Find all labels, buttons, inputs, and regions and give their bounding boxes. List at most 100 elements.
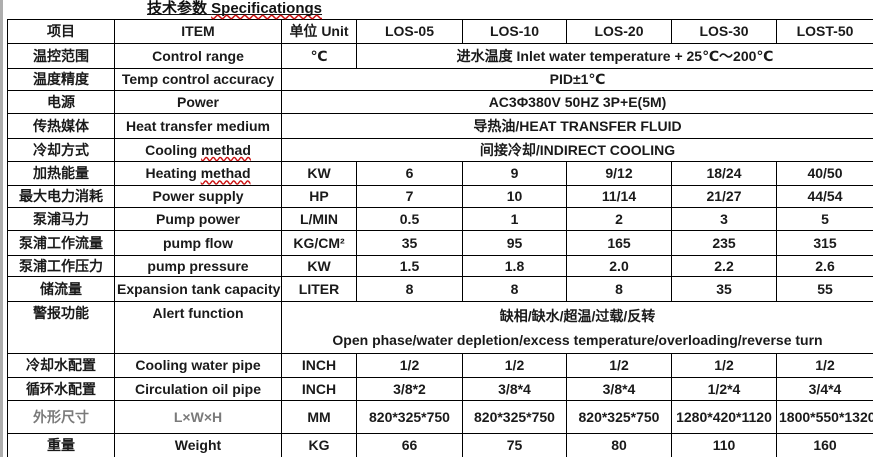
value-cell: 2 [566,207,672,231]
value-cell: 160 [776,433,873,457]
col-header-item-zh: 项目 [7,19,115,44]
value-cell: 3 [671,207,777,231]
value-cell: 0.5 [356,207,463,231]
row-heating: 加热能量 Heating methad KW 6 9 9/12 18/24 40… [7,161,873,186]
value-cell: 1/2 [356,353,463,378]
row-label-en: Control range [114,43,282,69]
value-cell: 110 [671,433,777,457]
value-cell: 3/8*4 [566,377,672,401]
value-cell: 2.6 [776,255,873,277]
value-cell: 1/2 [776,353,873,378]
row-label-en: Power supply [114,185,282,208]
row-label-en: Heat transfer medium [114,113,282,139]
value-cell: 820*325*750 [566,400,672,434]
value-cell: 35 [671,276,777,302]
row-label-zh: 传热媒体 [7,113,115,139]
row-label-zh: 加热能量 [7,161,115,186]
value-cell: 1.5 [356,255,463,277]
left-edge-strip [0,0,3,457]
value-cell: 3/4*4 [776,377,873,401]
unit-cell: ℃ [281,43,357,69]
row-alert-function: 警报功能 Alert function 缺相/缺水/超温/过载/反转 Open … [7,301,873,354]
value-cell: 3/8*4 [462,377,567,401]
unit-cell: L/MIN [281,207,357,231]
alert-line-zh: 缺相/缺水/超温/过载/反转 [499,307,656,324]
value-cell: 9 [462,161,567,186]
col-header-model: LOS-30 [671,19,777,44]
merged-value-cell: PID±1℃ [281,68,873,91]
row-label-en: Power [114,90,282,114]
unit-cell: KW [281,255,357,277]
value-cell: 9/12 [566,161,672,186]
value-cell: 1.8 [462,255,567,277]
value-cell: 35 [356,230,463,256]
col-header-model: LOS-20 [566,19,672,44]
row-label-zh: 温控范围 [7,43,115,69]
unit-cell: KG [281,433,357,457]
row-pump-pressure: 泵浦工作压力 pump pressure KW 1.5 1.8 2.0 2.2 … [7,255,873,277]
row-label-zh: 外形尺寸 [7,400,115,434]
row-pump-power: 泵浦马力 Pump power L/MIN 0.5 1 2 3 5 [7,207,873,231]
value-cell: 1/2 [462,353,567,378]
unit-cell: KW [281,161,357,186]
value-cell: 10 [462,185,567,208]
page-title: 技术参数 Specificationgs [7,0,462,19]
row-control-range: 温控范围 Control range ℃ 进水温度 Inlet water te… [7,43,873,69]
title-en-misspelled: Specificationgs [211,0,323,17]
value-cell: 44/54 [776,185,873,208]
row-label-zh: 储流量 [7,276,115,302]
row-label-zh: 最大电力消耗 [7,185,115,208]
value-cell: 66 [356,433,463,457]
alert-line-en: Open phase/water depletion/excess temper… [332,331,823,348]
value-cell: 18/24 [671,161,777,186]
value-cell: 315 [776,230,873,256]
value-cell: 1 [462,207,567,231]
row-label-zh: 循环水配置 [7,377,115,401]
value-cell: 1280*420*1120 [671,400,777,434]
value-cell: 75 [462,433,567,457]
value-cell: 165 [566,230,672,256]
row-label-zh: 重量 [7,433,115,457]
row-tank-capacity: 储流量 Expansion tank capacity LITER 8 8 8 … [7,276,873,302]
row-label-zh: 电源 [7,90,115,114]
row-power: 电源 Power AC3Φ380V 50HZ 3P+E(5M) [7,90,873,114]
row-label-zh: 警报功能 [7,301,115,354]
merged-value-cell: AC3Φ380V 50HZ 3P+E(5M) [281,90,873,114]
page-title-text: 技术参数 Specificationgs [147,0,322,17]
row-dimensions: 外形尺寸 L×W×H MM 820*325*750 820*325*750 82… [7,400,873,434]
row-accuracy: 温度精度 Temp control accuracy PID±1℃ [7,68,873,91]
row-label-en: Pump power [114,207,282,231]
row-label-en: Weight [114,433,282,457]
row-cooling-pipe: 冷却水配置 Cooling water pipe INCH 1/2 1/2 1/… [7,353,873,378]
value-cell: 1800*550*1320 [776,400,873,434]
merged-value-cell: 间接冷却/INDIRECT COOLING [281,138,873,162]
row-label-en: Heating methad [114,161,282,186]
value-cell: 5 [776,207,873,231]
value-cell: 1/2 [671,353,777,378]
value-cell: 235 [671,230,777,256]
value-cell: 95 [462,230,567,256]
title-zh: 技术参数 [146,0,212,17]
unit-cell: INCH [281,353,357,378]
merged-value-cell: 进水温度 Inlet water temperature + 25℃～200℃ [356,43,873,69]
row-pump-flow: 泵浦工作流量 pump flow KG/CM² 35 95 165 235 31… [7,230,873,256]
value-cell: 8 [462,276,567,302]
unit-cell: INCH [281,377,357,401]
value-cell: 3/8*2 [356,377,463,401]
row-label-zh: 泵浦工作压力 [7,255,115,277]
row-label-en: Circulation oil pipe [114,377,282,401]
row-label-zh: 泵浦马力 [7,207,115,231]
value-cell: 8 [356,276,463,302]
row-power-supply: 最大电力消耗 Power supply HP 7 10 11/14 21/27 … [7,185,873,208]
col-header-model: LOS-10 [462,19,567,44]
unit-cell: LITER [281,276,357,302]
value-cell: 820*325*750 [356,400,463,434]
value-cell: 7 [356,185,463,208]
value-cell: 1/2 [566,353,672,378]
row-cooling-method: 冷却方式 Cooling methad 间接冷却/INDIRECT COOLIN… [7,138,873,162]
row-label-en: L×W×H [114,400,282,434]
value-cell: 11/14 [566,185,672,208]
label-en-misspelled: methad [201,141,251,158]
row-label-en: Cooling methad [114,138,282,162]
